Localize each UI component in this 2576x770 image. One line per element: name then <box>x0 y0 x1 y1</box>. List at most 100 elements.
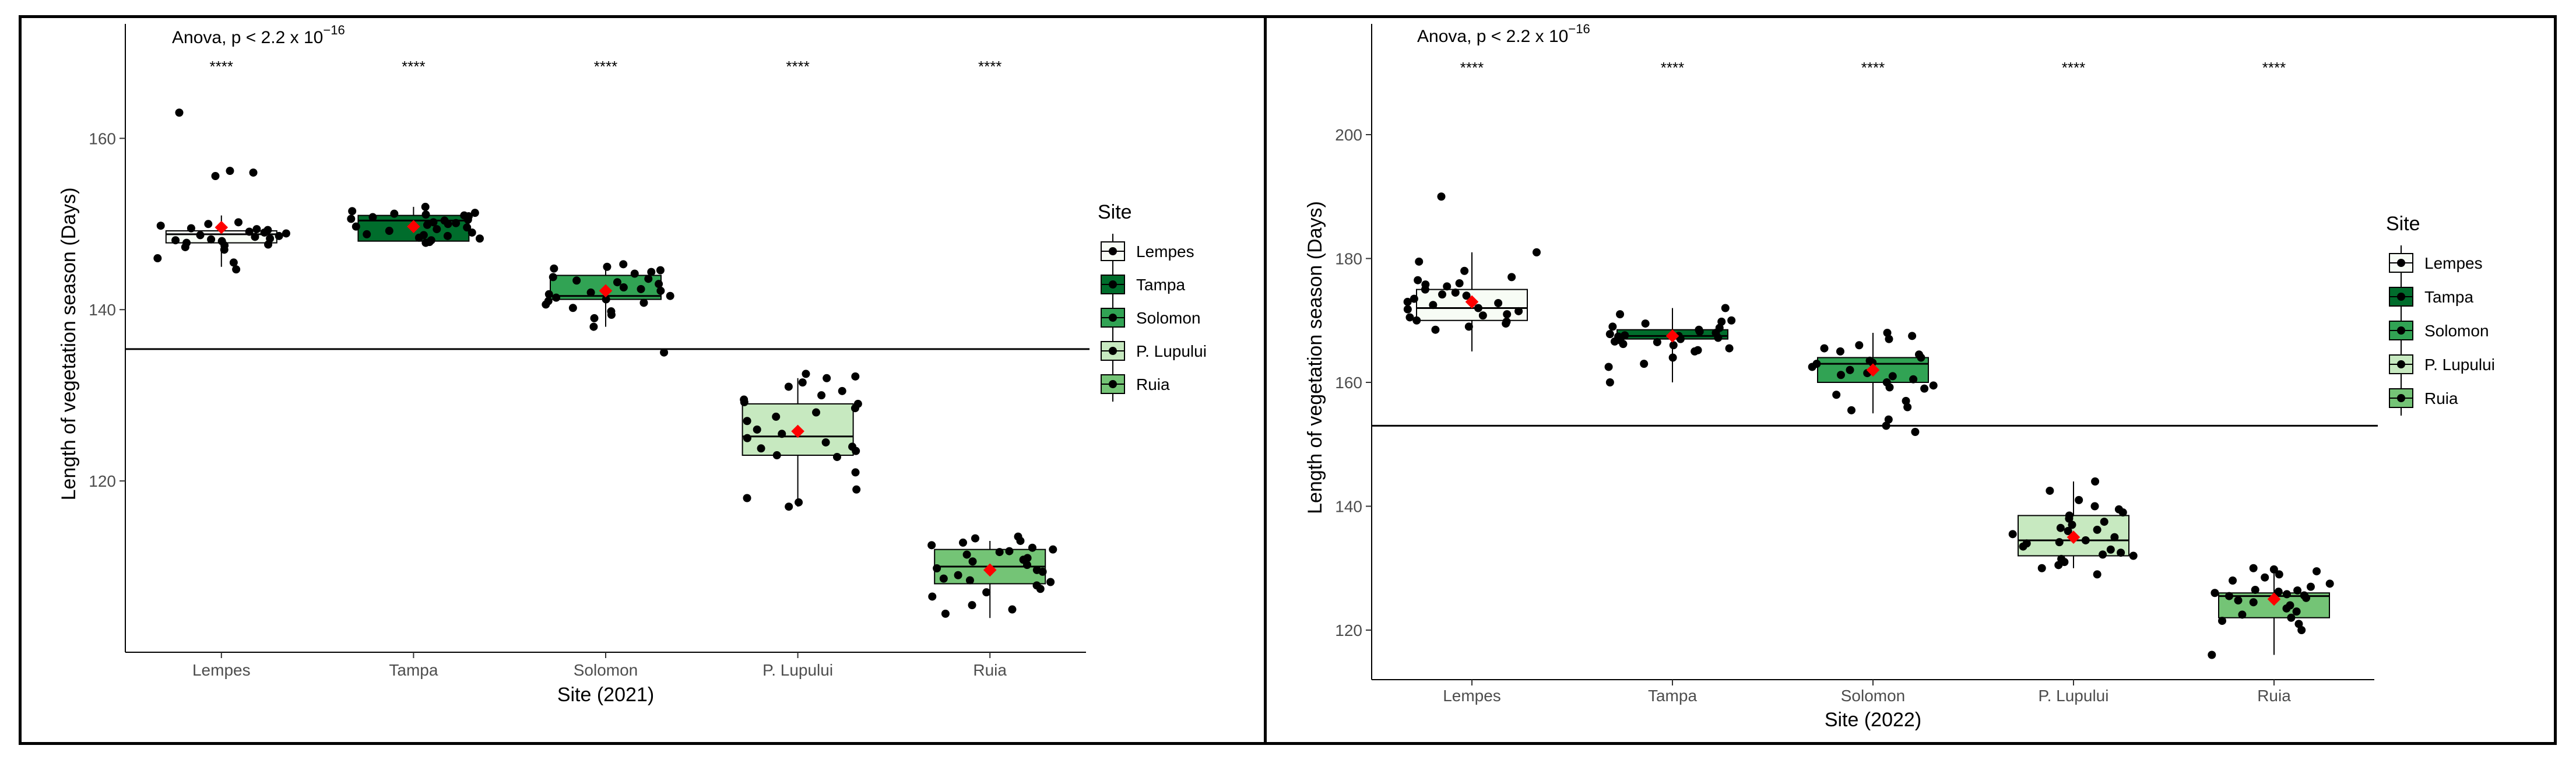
data-point <box>743 417 751 426</box>
data-point <box>348 207 357 216</box>
data-point <box>220 245 229 254</box>
data-point <box>586 288 595 297</box>
data-point <box>1917 353 1925 362</box>
data-point <box>1460 266 1469 275</box>
data-point <box>2099 550 2107 559</box>
data-point <box>1808 363 1816 371</box>
data-point <box>245 227 254 236</box>
data-point <box>2224 592 2233 600</box>
data-point <box>812 408 821 417</box>
data-point <box>1036 585 1045 593</box>
significance-label: **** <box>1460 59 1484 76</box>
data-point <box>352 222 360 231</box>
legend-key-point <box>1109 347 1117 355</box>
data-point <box>2297 626 2306 634</box>
data-point <box>1604 363 1613 371</box>
data-point <box>1005 547 1014 555</box>
y-tick-label: 120 <box>1335 621 1362 639</box>
data-point <box>1410 294 1418 303</box>
data-point <box>660 348 669 357</box>
data-point <box>941 609 950 618</box>
data-point <box>440 216 449 225</box>
data-point <box>1462 291 1471 300</box>
data-point <box>852 485 861 494</box>
y-tick-label: 160 <box>89 129 116 147</box>
data-point <box>1019 555 1028 564</box>
data-point <box>1474 304 1482 312</box>
data-point <box>232 265 241 274</box>
legend-label: Ruia <box>1136 375 1170 393</box>
legend-key-point <box>2397 360 2405 368</box>
data-point <box>1421 280 1430 289</box>
data-point <box>852 446 860 455</box>
data-point <box>838 386 846 395</box>
data-point <box>2282 590 2291 599</box>
data-point <box>821 438 830 446</box>
data-point <box>1669 341 1678 350</box>
data-point <box>954 571 962 579</box>
data-point <box>2313 567 2321 576</box>
legend-key-point <box>1109 314 1117 322</box>
data-point <box>2055 538 2064 547</box>
data-point <box>962 550 971 559</box>
data-point <box>1514 307 1523 315</box>
significance-label: **** <box>786 58 809 75</box>
data-point <box>2075 495 2083 504</box>
data-point <box>2056 523 2065 532</box>
data-point <box>1616 310 1625 319</box>
legend-key-point <box>1109 380 1117 388</box>
data-point <box>1903 403 1912 412</box>
data-point <box>468 228 476 237</box>
data-point <box>464 212 473 221</box>
data-point <box>463 223 472 232</box>
data-point <box>968 601 976 610</box>
data-point <box>2282 604 2291 613</box>
data-point <box>421 202 430 211</box>
data-point <box>928 592 937 601</box>
y-axis-title: Length of vegetation season (Days) <box>1304 201 1326 514</box>
data-point <box>2234 596 2243 604</box>
data-point <box>1049 545 1057 554</box>
data-point <box>572 276 581 285</box>
data-point <box>452 219 461 227</box>
data-point <box>263 226 272 234</box>
data-point <box>971 534 979 543</box>
data-point <box>1929 381 1938 390</box>
data-point <box>603 262 612 271</box>
data-point <box>656 286 665 295</box>
data-point <box>1502 317 1511 326</box>
data-point <box>181 242 189 251</box>
data-point <box>1443 282 1452 291</box>
data-point <box>1415 257 1424 266</box>
data-point <box>544 290 553 298</box>
data-point <box>1885 383 1894 392</box>
data-point <box>1405 313 1414 322</box>
data-point <box>275 231 283 240</box>
data-point <box>2325 579 2334 588</box>
legend-label: P. Lupului <box>2424 356 2495 374</box>
x-tick-label: P. Lupului <box>2039 687 2109 705</box>
y-tick-label: 140 <box>1335 498 1362 516</box>
mean-marker <box>407 220 420 233</box>
data-point <box>666 291 674 300</box>
data-point <box>1478 311 1487 320</box>
data-point <box>2292 607 2301 616</box>
anova-annotation: Anova, p < 2.2 x 10−16 <box>1417 22 1590 46</box>
data-point <box>1455 279 1464 287</box>
legend-key-point <box>2397 326 2405 335</box>
data-point <box>1653 337 1661 346</box>
data-point <box>959 538 968 547</box>
data-point <box>798 378 807 387</box>
significance-label: **** <box>978 58 1001 75</box>
data-point <box>187 224 195 233</box>
data-point <box>153 254 162 263</box>
legend-title: Site <box>2386 213 2420 235</box>
data-point <box>204 220 213 228</box>
data-point <box>229 258 238 267</box>
mean-marker <box>2267 592 2281 606</box>
significance-label: **** <box>210 58 233 75</box>
legend-key-point <box>1109 280 1117 289</box>
data-point <box>637 284 645 293</box>
data-point <box>607 311 616 319</box>
data-point <box>1619 340 1628 349</box>
